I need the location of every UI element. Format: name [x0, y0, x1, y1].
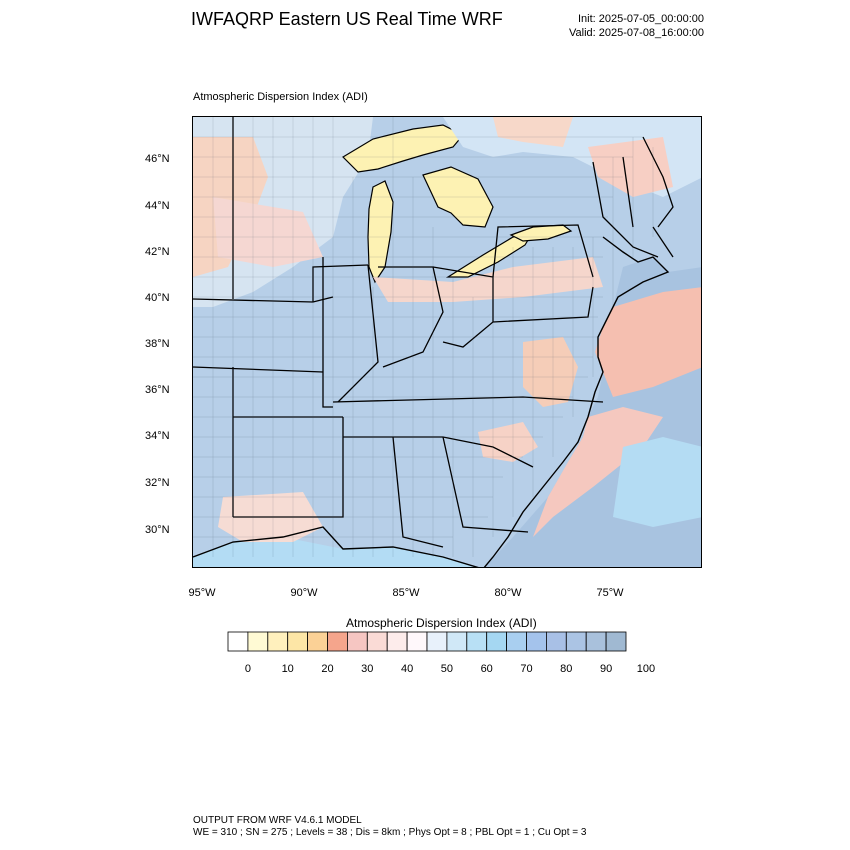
colorbar-swatch — [346, 631, 368, 652]
lat-label: 46°N — [145, 153, 170, 165]
colorbar-swatch — [247, 631, 269, 652]
map-panel — [192, 116, 702, 568]
model-info-line2: WE = 310 ; SN = 275 ; Levels = 38 ; Dis … — [193, 827, 587, 838]
colorbar-tick-label: 60 — [480, 663, 493, 675]
colorbar-tick-label: 10 — [281, 663, 294, 675]
lat-label: 34°N — [145, 430, 170, 442]
lon-label: 80°W — [494, 587, 522, 599]
map-subtitle: Atmospheric Dispersion Index (ADI) — [193, 91, 368, 103]
colorbar-swatch — [386, 631, 408, 652]
colorbar-tick-label: 50 — [440, 663, 454, 675]
colorbar-swatch — [327, 631, 348, 652]
lake-superior — [342, 124, 464, 173]
lat-label: 30°N — [145, 524, 170, 536]
lon-label: 75°W — [596, 587, 624, 599]
colorbar-swatch — [446, 631, 468, 652]
colorbar-swatch — [287, 631, 309, 652]
ocean-mid-adi-band — [613, 437, 701, 527]
gulf-of-mexico — [193, 537, 477, 567]
colorbar-tick-label: 0 — [244, 663, 251, 675]
ocean-low-adi-band — [533, 407, 663, 537]
colorbar-swatch — [506, 631, 527, 652]
colorbar-swatch — [406, 631, 428, 652]
colorbar-tick-label: 90 — [599, 663, 613, 675]
colorbar-title: Atmospheric Dispersion Index (ADI) — [346, 616, 537, 630]
colorbar-swatch — [585, 631, 607, 652]
colorbar-swatch — [605, 631, 627, 652]
county-lines — [193, 117, 654, 557]
valid-time: Valid: 2025-07-08_16:00:00 — [569, 27, 704, 39]
lon-label: 90°W — [290, 587, 318, 599]
gulf-coastline — [193, 526, 479, 567]
new-england-warm-region — [588, 137, 673, 197]
lat-label: 38°N — [145, 338, 170, 350]
colorbar-swatch — [486, 631, 508, 652]
colorbar-swatch — [267, 631, 289, 652]
lat-label: 40°N — [145, 292, 170, 304]
lat-label: 32°N — [145, 477, 170, 489]
colorbar-swatch — [366, 631, 388, 652]
canada-warm-region — [493, 117, 573, 147]
colorbar-tick-label: 80 — [560, 663, 573, 675]
init-time: Init: 2025-07-05_00:00:00 — [578, 13, 704, 25]
lon-label: 85°W — [392, 587, 420, 599]
model-info-line1: OUTPUT FROM WRF V4.6.1 MODEL — [193, 815, 362, 826]
colorbar-tick-label: 70 — [520, 663, 533, 675]
colorbar-tick-label: 100 — [636, 663, 656, 675]
colorbar-swatch — [526, 631, 547, 652]
virginia-warm-region — [523, 337, 578, 407]
colorbar-swatch — [307, 631, 328, 652]
colorbar-swatch — [546, 631, 567, 652]
adi-map — [193, 117, 701, 567]
colorbar-swatch — [227, 631, 249, 652]
atlantic-coastline — [483, 236, 670, 567]
lat-label: 36°N — [145, 384, 170, 396]
colorbar-swatch — [565, 631, 587, 652]
colorbar-tick-label: 20 — [321, 663, 334, 675]
plot-title: IWFAQRP Eastern US Real Time WRF — [191, 9, 503, 29]
lat-label: 42°N — [145, 246, 170, 258]
lake-michigan — [367, 180, 394, 284]
colorbar-tick-label: 40 — [400, 663, 414, 675]
land-warm-region — [213, 197, 323, 267]
lon-label: 95°W — [188, 587, 216, 599]
colorbar-swatch — [426, 631, 448, 652]
ocean-low-adi-band — [595, 287, 701, 397]
lat-label: 44°N — [145, 200, 170, 212]
colorbar-swatch — [466, 631, 488, 652]
lakes-warm-band — [373, 257, 603, 302]
colorbar-tick-label: 30 — [361, 663, 374, 675]
